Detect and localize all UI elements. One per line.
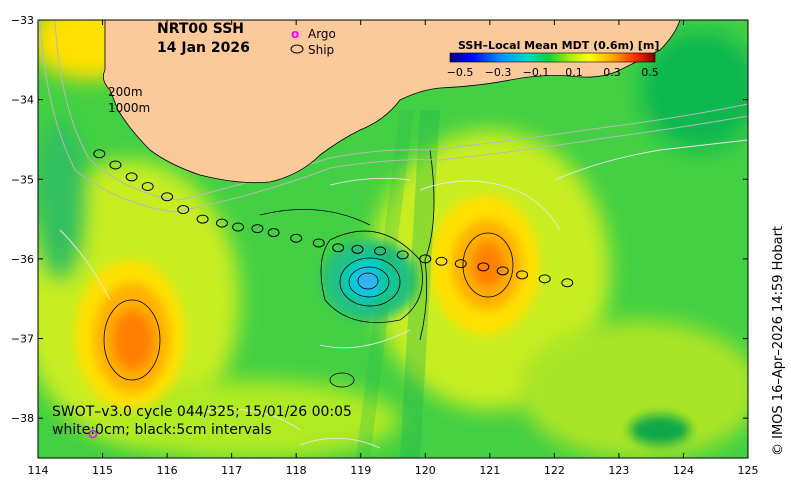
lon-tick-label: 125 bbox=[738, 464, 759, 477]
ship-position-marker bbox=[396, 250, 409, 260]
longitude-axis: 114 115 116 117 118 119 120 121 122 123 124 125 bbox=[28, 20, 759, 477]
ship-position-marker bbox=[419, 254, 432, 264]
argo-label: Argo bbox=[308, 27, 336, 41]
colorbar-gradient bbox=[449, 52, 656, 63]
contour-annotation: white:0cm; black:5cm intervals bbox=[52, 422, 272, 438]
depth-label-1000m: 1000m bbox=[108, 101, 150, 115]
ship-position-marker bbox=[125, 172, 138, 182]
ship-position-marker bbox=[538, 274, 551, 284]
argo-float-marker bbox=[88, 429, 98, 439]
depth-label-200m: 200m bbox=[108, 85, 143, 99]
lat-tick-label: −37 bbox=[11, 333, 34, 346]
colorbar-tick-label: −0.1 bbox=[523, 66, 550, 79]
ship-position-marker bbox=[141, 181, 154, 191]
lon-tick-label: 122 bbox=[544, 464, 565, 477]
lon-tick-label: 124 bbox=[673, 464, 694, 477]
ship-position-marker bbox=[561, 278, 574, 288]
lon-tick-label: 118 bbox=[286, 464, 307, 477]
colorbar-tick-label: −0.5 bbox=[447, 66, 474, 79]
ship-position-marker bbox=[477, 262, 490, 272]
colorbar-tick-label: 0.1 bbox=[565, 66, 583, 79]
title-product: NRT00 SSH bbox=[157, 21, 244, 37]
ship-position-marker bbox=[232, 222, 245, 232]
lat-tick-label: −33 bbox=[11, 14, 34, 27]
ship-position-marker bbox=[374, 246, 387, 256]
ship-position-marker bbox=[516, 270, 529, 280]
imos-credit: © IMOS 16–Apr–2026 14:59 Hobart bbox=[771, 226, 786, 456]
lat-tick-label: −34 bbox=[11, 94, 34, 107]
lon-tick-label: 117 bbox=[221, 464, 242, 477]
ship-position-marker bbox=[161, 192, 174, 202]
sea-surface-field bbox=[38, 20, 748, 458]
ship-position-marker bbox=[177, 205, 190, 215]
contours-white bbox=[59, 139, 748, 449]
ship-position-marker bbox=[290, 233, 303, 243]
ship-position-marker bbox=[109, 160, 122, 170]
colorbar: SSH–Local Mean MDT (0.6m) [m] −0.5 −0.3 −0… bbox=[447, 39, 660, 79]
ship-position-marker bbox=[496, 266, 509, 276]
ship-track bbox=[93, 149, 574, 288]
ship-position-marker bbox=[267, 228, 280, 238]
swot-annotation: SWOT–v3.0 cycle 044/325; 15/01/26 00:05 bbox=[52, 404, 352, 420]
lon-tick-label: 115 bbox=[92, 464, 113, 477]
ship-position-marker bbox=[332, 243, 345, 253]
argo-floats bbox=[88, 429, 98, 439]
lon-tick-label: 123 bbox=[608, 464, 629, 477]
lon-tick-label: 116 bbox=[157, 464, 178, 477]
lat-tick-label: −38 bbox=[11, 412, 34, 425]
argo-symbol: o bbox=[291, 27, 299, 41]
lon-tick-label: 121 bbox=[479, 464, 500, 477]
latitude-axis: −33 −34 −35 −36 −37 −38 bbox=[11, 14, 748, 425]
colorbar-title: SSH–Local Mean MDT (0.6m) [m] bbox=[458, 39, 659, 52]
colorbar-tick-label: 0.5 bbox=[641, 66, 659, 79]
ship-position-marker bbox=[312, 238, 325, 248]
colorbar-tick-label: −0.3 bbox=[485, 66, 512, 79]
colorbar-tick-label: 0.3 bbox=[603, 66, 621, 79]
plot-frame bbox=[37, 19, 749, 459]
ship-legend-icon bbox=[290, 44, 304, 54]
lon-tick-label: 119 bbox=[350, 464, 371, 477]
lat-tick-label: −36 bbox=[11, 253, 34, 266]
ship-position-marker bbox=[435, 256, 448, 266]
ship-position-marker bbox=[93, 149, 106, 159]
ship-position-marker bbox=[215, 218, 228, 228]
ship-position-marker bbox=[454, 259, 467, 269]
lon-tick-label: 114 bbox=[28, 464, 49, 477]
ship-label: Ship bbox=[308, 43, 334, 57]
contours-black bbox=[103, 149, 514, 388]
ship-position-marker bbox=[251, 224, 264, 234]
ship-position-marker bbox=[196, 214, 209, 224]
lon-tick-label: 120 bbox=[415, 464, 436, 477]
lat-tick-label: −35 bbox=[11, 173, 34, 186]
title-date: 14 Jan 2026 bbox=[157, 40, 250, 56]
ship-position-marker bbox=[351, 244, 364, 254]
bathymetry-200m-1000m bbox=[39, 20, 748, 213]
